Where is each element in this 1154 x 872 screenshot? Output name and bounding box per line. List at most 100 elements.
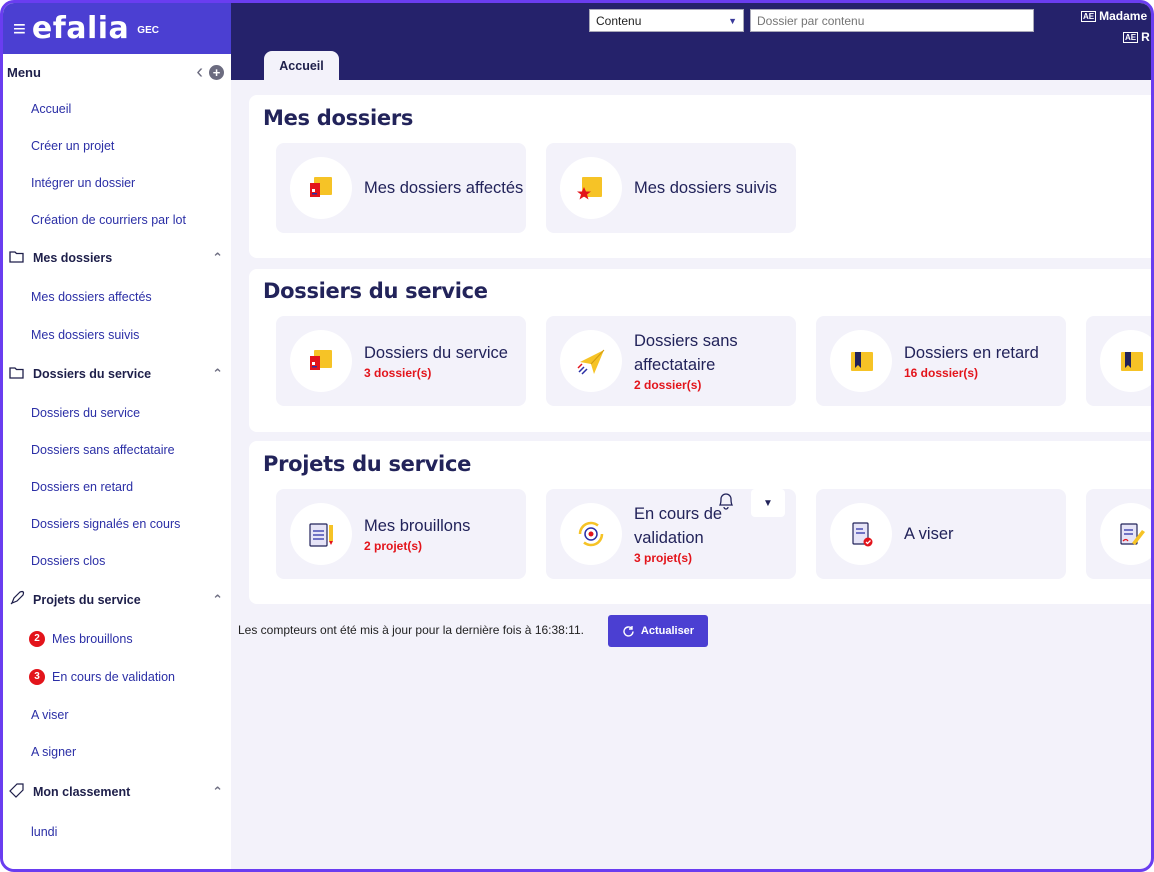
refresh-button[interactable]: Actualiser <box>608 615 708 647</box>
chevron-up-icon[interactable]: ⌃ <box>212 250 223 265</box>
sidebar-item-creer-projet[interactable]: Créer un projet <box>3 127 231 164</box>
count-badge: 2 <box>29 631 45 647</box>
sidebar-item-label: Accueil <box>31 101 72 116</box>
validation-target-icon <box>560 503 622 565</box>
chevron-up-icon[interactable]: ⌃ <box>212 783 223 799</box>
notepad-pencil-icon <box>290 503 352 565</box>
section-label: Mon classement <box>33 784 131 799</box>
sidebar-item-dossiers-du-service[interactable]: Dossiers du service <box>3 394 231 431</box>
sidebar-item-en-cours-validation[interactable]: 3 En cours de validation <box>3 658 231 696</box>
count-badge: 3 <box>29 669 45 685</box>
sidebar-item-mes-dossiers-affectes[interactable]: Mes dossiers affectés <box>3 278 231 316</box>
sidebar-item-en-retard[interactable]: Dossiers en retard <box>3 468 231 505</box>
tag-icon <box>9 782 27 801</box>
folder-icon <box>9 250 27 266</box>
sidebar-item-sans-affectataire[interactable]: Dossiers sans affectataire <box>3 431 231 468</box>
notification-controls: ▼ <box>715 487 785 519</box>
efalia-logo: efalia <box>31 11 130 46</box>
sidebar-item-label: Créer un projet <box>31 138 115 153</box>
sidebar-item-a-viser[interactable]: A viser <box>3 696 231 733</box>
collapse-menu-icon[interactable]: ‹ <box>196 60 203 83</box>
sidebar-item-clos[interactable]: Dossiers clos <box>3 542 231 579</box>
chevron-up-icon[interactable]: ⌃ <box>212 591 223 607</box>
sidebar-item-mes-brouillons[interactable]: 2 Mes brouillons <box>3 620 231 658</box>
folder-bookmark-icon <box>1100 330 1151 392</box>
rocket-icon <box>9 590 27 609</box>
sidebar-item-a-signer[interactable]: A signer <box>3 733 231 770</box>
tile-dossiers-en-retard[interactable]: Dossiers en retard 16 dossier(s) <box>816 316 1066 406</box>
notification-dropdown-button[interactable]: ▼ <box>751 489 785 517</box>
section-label: Mes dossiers <box>33 251 113 265</box>
sidebar-item-courriers-par-lot[interactable]: Création de courriers par lot <box>3 201 231 238</box>
hamburger-icon[interactable]: ≡ <box>13 15 26 41</box>
tile-dossiers-du-service[interactable]: Dossiers du service 3 dossier(s) <box>276 316 526 406</box>
tile-a-signer[interactable] <box>1086 489 1151 579</box>
caret-down-icon: ▼ <box>763 497 773 509</box>
sidebar-item-label: Mes brouillons <box>52 632 133 646</box>
section-projets-service: Projets du service Mes brouillons 2 proj… <box>249 441 1151 604</box>
menu-title: Menu <box>7 64 41 80</box>
dropdown-arrow-icon: ▼ <box>728 15 737 26</box>
search-scope-select[interactable]: Contenu ▼ <box>589 9 744 32</box>
folder-star-icon <box>560 157 622 219</box>
sidebar-item-mes-dossiers-suivis[interactable]: Mes dossiers suivis <box>3 316 231 354</box>
sidebar-item-lundi[interactable]: lundi <box>3 813 231 851</box>
refresh-icon <box>623 625 634 637</box>
tile-a-viser[interactable]: A viser <box>816 489 1066 579</box>
sidebar-item-integrer-dossier[interactable]: Intégrer un dossier <box>3 164 231 201</box>
tile-en-cours-validation[interactable]: En cours de validation 3 projet(s) <box>546 489 796 579</box>
tile-label: Mes brouillons <box>364 517 471 535</box>
tile-dossiers-sans-affectataire[interactable]: Dossiers sans affectataire 2 dossier(s) <box>546 316 796 406</box>
tile-mes-brouillons[interactable]: Mes brouillons 2 projet(s) <box>276 489 526 579</box>
section-dossiers-service: Dossiers du service Dossiers du service … <box>249 269 1151 432</box>
sidebar-section-mon-classement[interactable]: Mon classement ⌃ <box>3 770 231 813</box>
sidebar-item-label: A signer <box>31 744 77 759</box>
chevron-up-icon[interactable]: ⌃ <box>212 366 223 381</box>
counters-update-note: Les compteurs ont été mis à jour pour la… <box>238 623 584 637</box>
sidebar-section-dossiers-service[interactable]: Dossiers du service ⌃ <box>3 354 231 394</box>
sidebar-item-signales[interactable]: Dossiers signalés en cours <box>3 505 231 542</box>
document-sign-icon <box>1100 503 1151 565</box>
tile-label: En cours de validation <box>634 505 723 547</box>
sidebar-section-mes-dossiers[interactable]: Mes dossiers ⌃ <box>3 238 231 278</box>
tile-label: Dossiers du service <box>364 344 508 362</box>
sidebar-item-label: Dossiers en retard <box>31 479 134 494</box>
tile-label: Mes dossiers affectés <box>364 179 524 197</box>
user-role-text: R <box>1141 30 1150 44</box>
tile-mes-dossiers-affectes[interactable]: Mes dossiers affectés <box>276 143 526 233</box>
user-name[interactable]: AE Madame <box>1081 9 1147 23</box>
add-icon[interactable]: + <box>209 64 224 80</box>
sidebar-item-accueil[interactable]: Accueil <box>3 90 231 127</box>
tile-label: Dossiers sans affectataire <box>634 332 738 374</box>
refresh-label: Actualiser <box>640 625 695 637</box>
tile-label: A viser <box>904 525 954 543</box>
section-label: Projets du service <box>33 592 141 607</box>
tile-count: 16 dossier(s) <box>904 366 979 380</box>
tile-count: 2 dossier(s) <box>634 378 702 392</box>
tile-mes-dossiers-suivis[interactable]: Mes dossiers suivis <box>546 143 796 233</box>
folder-assigned-icon <box>290 330 352 392</box>
product-suffix: GEC <box>137 25 159 36</box>
tile-dossiers-signales[interactable] <box>1086 316 1151 406</box>
bell-icon[interactable] <box>715 490 737 517</box>
sidebar-item-label: lundi <box>31 825 58 839</box>
folder-bookmark-icon <box>830 330 892 392</box>
section-title: Dossiers du service <box>263 279 488 303</box>
id-card-icon: AE <box>1081 11 1097 22</box>
sidebar-item-label: Dossiers du service <box>31 405 141 420</box>
sidebar-item-label: Création de courriers par lot <box>31 212 186 227</box>
folder-icon <box>9 366 27 382</box>
menu-header: Menu ‹ + <box>3 54 231 90</box>
section-title: Projets du service <box>263 452 472 476</box>
sidebar-item-label: Dossiers sans affectataire <box>31 442 175 457</box>
section-title: Mes dossiers <box>263 106 414 130</box>
user-role[interactable]: AE R <box>1123 30 1150 44</box>
tile-count: 2 projet(s) <box>364 539 423 553</box>
sidebar-section-projets-service[interactable]: Projets du service ⌃ <box>3 579 231 620</box>
brand-bar: ≡ efalia GEC <box>3 3 231 54</box>
tile-label: Dossiers en retard <box>904 344 1039 362</box>
tile-count: 3 dossier(s) <box>364 366 432 380</box>
tab-accueil[interactable]: Accueil <box>264 51 339 80</box>
search-input[interactable] <box>750 9 1034 32</box>
